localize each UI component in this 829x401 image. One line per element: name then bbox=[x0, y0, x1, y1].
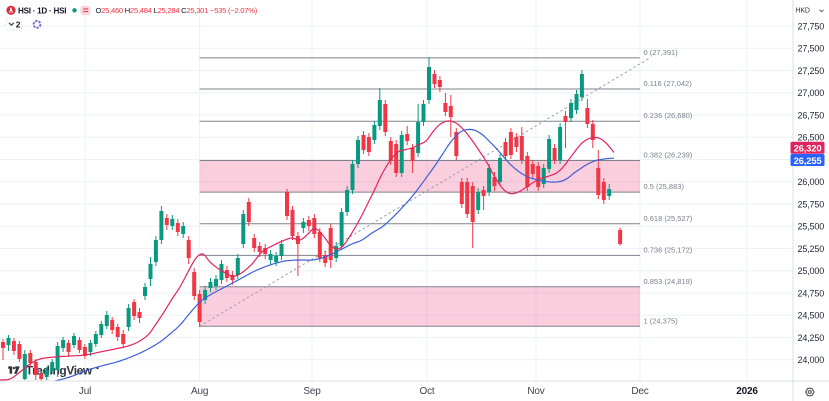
svg-text:Oct: Oct bbox=[420, 386, 435, 397]
svg-text:25,250: 25,250 bbox=[798, 244, 825, 254]
svg-text:24,750: 24,750 bbox=[798, 288, 825, 298]
svg-text:Jul: Jul bbox=[79, 386, 91, 397]
svg-text:O25,460 H25,484 L25,284 C25,30: O25,460 H25,484 L25,284 C25,301 −535 (−2… bbox=[96, 6, 258, 15]
svg-text:27,250: 27,250 bbox=[798, 66, 825, 76]
svg-text:0.618 (25,527): 0.618 (25,527) bbox=[644, 214, 693, 223]
svg-text:27,000: 27,000 bbox=[798, 88, 825, 98]
svg-text:Dec: Dec bbox=[631, 386, 648, 397]
svg-text:25,500: 25,500 bbox=[798, 222, 825, 232]
svg-text:24,250: 24,250 bbox=[798, 333, 825, 343]
svg-text:26,750: 26,750 bbox=[798, 110, 825, 120]
svg-text:0 (27,391): 0 (27,391) bbox=[644, 48, 679, 57]
svg-text:Nov: Nov bbox=[527, 386, 544, 397]
svg-text:0.236 (26,680): 0.236 (26,680) bbox=[644, 111, 693, 120]
svg-text:24,500: 24,500 bbox=[798, 311, 825, 321]
svg-text:0.116 (27,042): 0.116 (27,042) bbox=[644, 79, 693, 88]
svg-text:0.5 (25,883): 0.5 (25,883) bbox=[644, 182, 685, 191]
svg-text:0.853 (24,819): 0.853 (24,819) bbox=[644, 277, 693, 286]
svg-text:24,000: 24,000 bbox=[798, 355, 825, 365]
svg-text:26,255: 26,255 bbox=[794, 156, 823, 167]
svg-text:26,000: 26,000 bbox=[798, 177, 825, 187]
svg-text:Sep: Sep bbox=[303, 386, 321, 397]
svg-text:0.736 (25,172): 0.736 (25,172) bbox=[644, 245, 693, 254]
svg-text:27,500: 27,500 bbox=[798, 44, 825, 54]
svg-text:25,000: 25,000 bbox=[798, 266, 825, 276]
svg-text:25,750: 25,750 bbox=[798, 199, 825, 209]
svg-text:HSI · 1D · HSI: HSI · 1D · HSI bbox=[18, 6, 66, 15]
svg-text:HKD: HKD bbox=[796, 8, 810, 15]
svg-text:1 (24,375): 1 (24,375) bbox=[644, 316, 679, 325]
svg-text:2026: 2026 bbox=[736, 386, 758, 397]
svg-text:26,500: 26,500 bbox=[798, 133, 825, 143]
svg-text:2: 2 bbox=[16, 19, 21, 29]
svg-text:26,320: 26,320 bbox=[794, 144, 822, 155]
svg-text:0.382 (26,239): 0.382 (26,239) bbox=[644, 151, 693, 160]
svg-text:Aug: Aug bbox=[191, 386, 208, 397]
svg-text:27,750: 27,750 bbox=[798, 21, 825, 31]
